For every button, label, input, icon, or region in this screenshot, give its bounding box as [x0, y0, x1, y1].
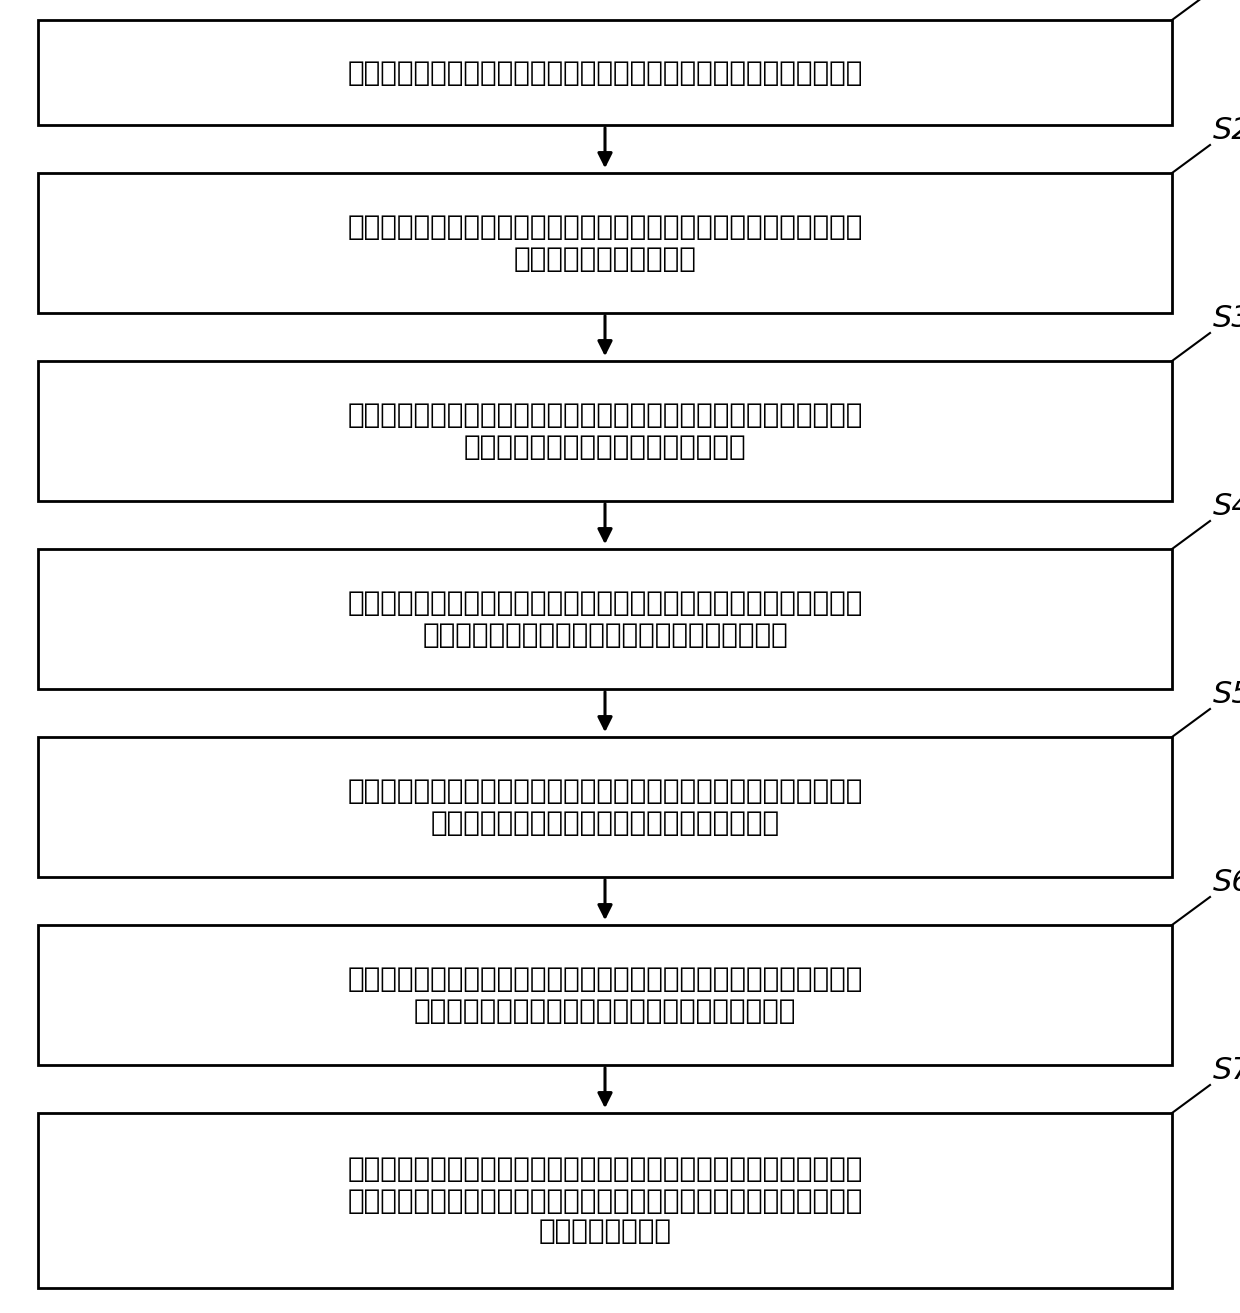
Text: S7: S7 — [1213, 1056, 1240, 1085]
Text: S5: S5 — [1213, 680, 1240, 709]
Text: 依据所述测力轮对上应变片的初始位置，结合轮对标定试验台，采用最: 依据所述测力轮对上应变片的初始位置，结合轮对标定试验台，采用最 — [347, 965, 863, 994]
Bar — [38, 361, 1172, 502]
Text: S4: S4 — [1213, 492, 1240, 521]
Text: 确定测力轮对上应变片的初始位置；所述测力轮对上应变片的初始位置: 确定测力轮对上应变片的初始位置；所述测力轮对上应变片的初始位置 — [347, 777, 863, 805]
Bar — [38, 737, 1172, 877]
Bar — [38, 20, 1172, 125]
Bar — [38, 549, 1172, 689]
Text: 的径向应变梯度对应的响应的谐波分量: 的径向应变梯度对应的响应的谐波分量 — [464, 432, 746, 461]
Text: 位置进行调整，得到调整后的位置，并将所述调整后的位置确定为测力: 位置进行调整，得到调整后的位置，并将所述调整后的位置确定为测力 — [347, 1187, 863, 1215]
Text: S3: S3 — [1213, 305, 1240, 334]
Text: 轮对应变片的位置: 轮对应变片的位置 — [538, 1217, 672, 1246]
Text: 依据所述径向应变梯度和不同次谐波分量对应的约束条件，采用均方误: 依据所述径向应变梯度和不同次谐波分量对应的约束条件，采用均方误 — [347, 590, 863, 617]
Bar — [38, 924, 1172, 1065]
Text: 是由车轮辐板每个圆周上的应变片的位置确定的: 是由车轮辐板每个圆周上的应变片的位置确定的 — [430, 809, 780, 836]
Text: S2: S2 — [1213, 116, 1240, 144]
Text: 对所述径向应变梯度对应的响应进行快速傅里叶变换，确定不同半径处: 对所述径向应变梯度对应的响应进行快速傅里叶变换，确定不同半径处 — [347, 402, 863, 429]
Bar — [38, 1113, 1172, 1288]
Text: 依据车轮踏面上施加的垂向力和横向力，确定车轮辐板的应变梯度变化: 依据车轮踏面上施加的垂向力和横向力，确定车轮辐板的应变梯度变化 — [347, 59, 863, 87]
Text: 差法确定在车轮辐板同一个圆周上的应变片的位置: 差法确定在车轮辐板同一个圆周上的应变片的位置 — [422, 621, 787, 649]
Text: S6: S6 — [1213, 868, 1240, 897]
Text: 同半径处的径向应变梯度: 同半径处的径向应变梯度 — [513, 244, 697, 273]
Text: 依据沿车轮踏面圆周旋转方向施加的垂向力和横向力，确定车轮辐板不: 依据沿车轮踏面圆周旋转方向施加的垂向力和横向力，确定车轮辐板不 — [347, 214, 863, 242]
Text: 由所述应变梯度变化和所述测量误差值对所述测力轮对上应变片的初始: 由所述应变梯度变化和所述测量误差值对所述测力轮对上应变片的初始 — [347, 1155, 863, 1183]
Text: 小二乘伪逆法计算灵敏度传递系数矩阵和测量误差值: 小二乘伪逆法计算灵敏度传递系数矩阵和测量误差值 — [414, 997, 796, 1024]
Bar — [38, 173, 1172, 312]
